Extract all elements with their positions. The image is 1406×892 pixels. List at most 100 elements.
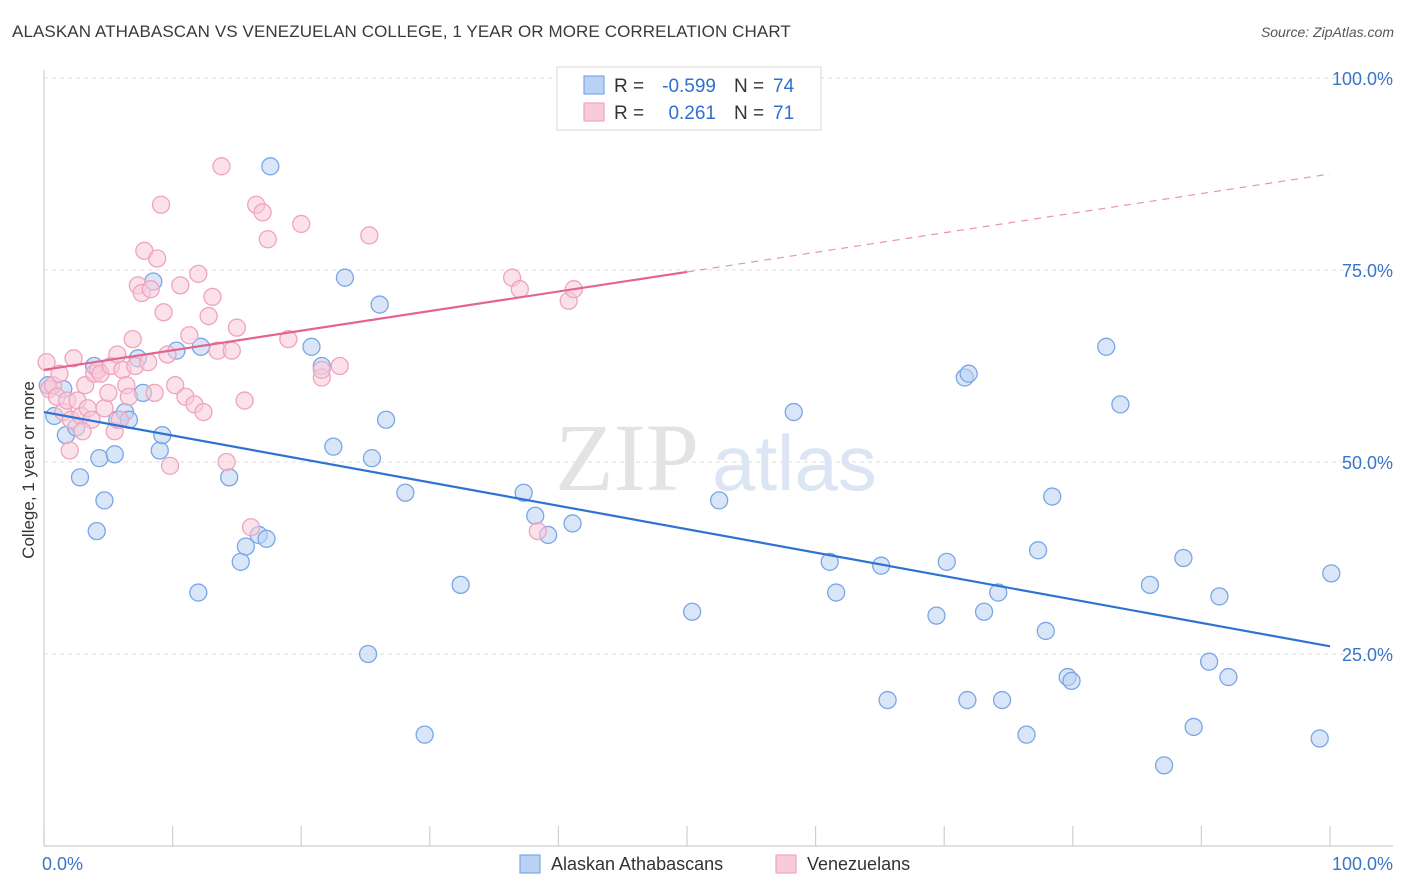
point-alaskan xyxy=(220,468,239,487)
point-venezuelan xyxy=(73,422,92,441)
point-venezuelan xyxy=(360,226,379,245)
x-tick-label-right: 100.0% xyxy=(1332,854,1393,874)
y-tick-label: 75.0% xyxy=(1342,261,1393,281)
point-venezuelan xyxy=(151,195,171,214)
point-alaskan xyxy=(87,521,106,541)
watermark-zip: ZIP xyxy=(555,404,699,511)
source-label: Source: ZipAtlas.com xyxy=(1260,24,1394,40)
point-venezuelan xyxy=(145,383,164,403)
points-layer xyxy=(37,157,1341,775)
point-venezuelan xyxy=(95,399,114,418)
trend-line-alaskan xyxy=(43,410,1331,648)
point-venezuelan xyxy=(253,203,272,222)
y-tick-label: 100.0% xyxy=(1332,69,1393,89)
point-alaskan xyxy=(451,575,470,595)
y-tick-label: 25.0% xyxy=(1342,645,1393,665)
point-venezuelan xyxy=(312,360,331,379)
point-venezuelan xyxy=(148,249,167,268)
stats-legend: R = -0.599 N = 74 R = 0.261 N = 71 xyxy=(556,66,822,131)
watermark: ZIP atlas xyxy=(555,404,877,511)
trend-line-venezuelan xyxy=(43,270,688,371)
point-venezuelan xyxy=(217,452,236,472)
point-venezuelan xyxy=(330,356,349,376)
point-alaskan xyxy=(358,644,378,664)
point-alaskan xyxy=(335,268,355,287)
stats-n-value-2: 71 xyxy=(773,103,794,124)
point-alaskan xyxy=(105,445,124,464)
y-tick-labels: 25.0% 50.0% 75.0% 100.0% xyxy=(1332,69,1393,665)
point-venezuelan xyxy=(292,214,311,234)
point-venezuelan xyxy=(37,353,56,372)
point-venezuelan xyxy=(180,326,199,345)
point-alaskan xyxy=(257,529,276,548)
stats-r-label-1: R = xyxy=(614,76,644,97)
point-venezuelan xyxy=(510,280,529,299)
point-alaskan xyxy=(878,690,897,710)
point-alaskan xyxy=(189,583,208,602)
point-alaskan xyxy=(827,583,846,602)
point-alaskan xyxy=(95,491,114,510)
point-alaskan xyxy=(1097,337,1116,356)
point-venezuelan xyxy=(222,341,241,360)
point-venezuelan xyxy=(60,441,79,460)
stats-swatch-blue xyxy=(583,75,605,95)
point-alaskan xyxy=(1199,652,1219,671)
legend-swatch-venezuelan xyxy=(775,854,797,874)
y-tick-label: 50.0% xyxy=(1342,453,1393,473)
point-venezuelan xyxy=(241,518,261,537)
point-alaskan xyxy=(682,602,702,621)
point-alaskan xyxy=(362,449,382,468)
point-alaskan xyxy=(324,437,343,456)
legend-swatch-alaskan xyxy=(519,854,541,874)
point-alaskan xyxy=(1184,717,1203,737)
stats-r-value-1: -0.599 xyxy=(662,76,716,97)
point-alaskan xyxy=(150,441,169,460)
point-alaskan xyxy=(90,449,109,468)
point-venezuelan xyxy=(160,456,180,475)
point-alaskan xyxy=(1062,671,1081,691)
point-venezuelan xyxy=(258,230,277,249)
point-alaskan xyxy=(1310,729,1329,748)
x-tick-labels: 0.0% 100.0% xyxy=(42,854,1393,874)
point-venezuelan xyxy=(139,353,158,372)
stats-n-label-2: N = xyxy=(734,103,764,124)
point-venezuelan xyxy=(279,329,298,349)
point-alaskan xyxy=(1017,725,1036,744)
point-alaskan xyxy=(1111,395,1130,414)
point-alaskan xyxy=(992,690,1012,710)
point-alaskan xyxy=(370,295,389,314)
point-venezuelan xyxy=(99,383,118,403)
point-alaskan xyxy=(236,537,256,556)
point-alaskan xyxy=(1140,575,1160,595)
stats-r-value-2: 0.261 xyxy=(668,103,716,124)
point-alaskan xyxy=(302,337,321,356)
point-alaskan xyxy=(1219,667,1238,687)
watermark-atlas: atlas xyxy=(712,419,877,507)
point-venezuelan xyxy=(212,157,231,176)
point-alaskan xyxy=(989,583,1008,602)
point-venezuelan xyxy=(50,364,69,383)
point-alaskan xyxy=(820,552,839,571)
point-venezuelan xyxy=(528,521,547,541)
trend-line-venezuelan-extension xyxy=(686,173,1331,273)
stats-n-value-1: 74 xyxy=(773,76,795,97)
point-alaskan xyxy=(1322,564,1341,583)
point-alaskan xyxy=(261,157,280,176)
point-alaskan xyxy=(958,690,977,710)
point-venezuelan xyxy=(189,264,208,283)
point-alaskan xyxy=(959,364,978,383)
point-alaskan xyxy=(974,602,994,621)
series-legend: Alaskan Athabascans Venezuelans xyxy=(519,854,910,874)
y-axis-label: College, 1 year or more xyxy=(19,381,38,559)
trend-layer xyxy=(43,173,1331,648)
point-venezuelan xyxy=(171,276,190,295)
point-alaskan xyxy=(1210,587,1229,606)
point-venezuelan xyxy=(235,391,254,410)
point-alaskan xyxy=(376,410,396,429)
point-alaskan xyxy=(70,468,90,487)
axes xyxy=(43,70,1393,847)
point-alaskan xyxy=(514,483,533,502)
point-alaskan xyxy=(937,552,956,571)
point-venezuelan xyxy=(119,387,139,406)
